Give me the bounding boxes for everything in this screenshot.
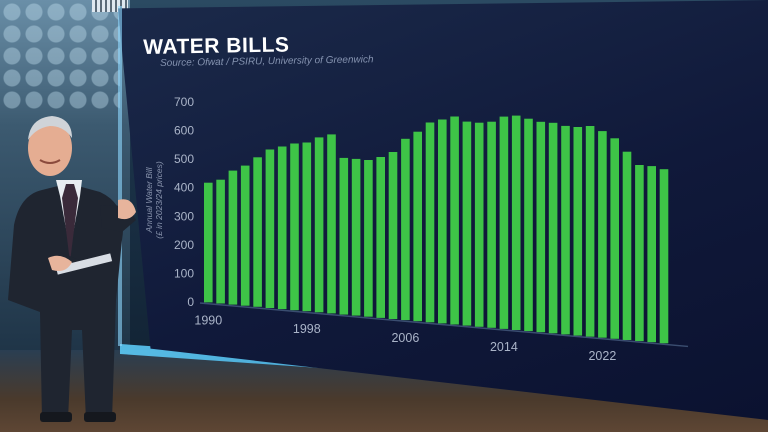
bar-2018 xyxy=(548,122,558,334)
bar-2015 xyxy=(511,115,521,330)
y-tick-300: 300 xyxy=(174,209,194,223)
x-tick-2006: 2006 xyxy=(391,331,419,345)
y-axis-label-line2: (£ in 2023/24 prices) xyxy=(154,161,164,239)
bar-1998 xyxy=(302,142,312,312)
bar-2011 xyxy=(462,121,472,326)
studio-bubble-decor xyxy=(0,0,120,110)
y-tick-200: 200 xyxy=(174,238,194,252)
y-tick-700: 700 xyxy=(174,95,194,109)
y-tick-500: 500 xyxy=(174,152,194,166)
screen-edge-light xyxy=(118,6,122,346)
y-tick-100: 100 xyxy=(174,266,194,280)
bar-2017 xyxy=(536,121,546,333)
x-axis-line xyxy=(199,302,689,348)
bar-2026 xyxy=(647,166,656,343)
bar-1996 xyxy=(277,146,287,310)
bar-1999 xyxy=(314,137,324,313)
bar-2014 xyxy=(499,116,509,329)
bar-1995 xyxy=(265,149,275,308)
bar-2021 xyxy=(585,126,595,337)
bar-2016 xyxy=(524,118,533,332)
x-tick-2022: 2022 xyxy=(588,349,616,363)
bar-2013 xyxy=(487,121,496,328)
bar-2004 xyxy=(376,157,385,318)
x-tick-1990: 1990 xyxy=(194,313,222,327)
bar-2003 xyxy=(364,160,373,317)
y-tick-600: 600 xyxy=(174,124,194,138)
x-tick-2014: 2014 xyxy=(490,340,518,354)
x-tick-1998: 1998 xyxy=(293,322,321,336)
bar-1991 xyxy=(216,179,225,304)
bar-2009 xyxy=(438,119,447,324)
presenter-body xyxy=(8,116,136,422)
bar-1997 xyxy=(290,143,299,311)
bar-2005 xyxy=(388,152,398,319)
bar-2010 xyxy=(450,116,459,325)
bar-1992 xyxy=(228,170,238,305)
bar-2024 xyxy=(622,151,632,340)
bar-2008 xyxy=(425,122,435,323)
y-axis-label-line1: Annual Water Bill xyxy=(144,166,154,233)
bar-2007 xyxy=(413,131,422,322)
bar-2019 xyxy=(561,125,570,335)
y-tick-0: 0 xyxy=(187,295,194,309)
bar-1994 xyxy=(253,157,262,307)
y-axis-label: Annual Water Bill (£ in 2023/24 prices) xyxy=(144,161,164,239)
bar-2000 xyxy=(327,134,336,314)
bar-2025 xyxy=(635,165,644,342)
bar-2002 xyxy=(351,158,361,316)
bar-1993 xyxy=(240,165,250,306)
bar-2022 xyxy=(598,131,607,338)
bar-2006 xyxy=(401,138,410,321)
bar-1990 xyxy=(204,182,213,303)
bar-2027 xyxy=(659,169,669,344)
bar-2012 xyxy=(474,122,484,327)
bar-2023 xyxy=(610,138,619,339)
bar-2001 xyxy=(339,157,349,315)
y-tick-400: 400 xyxy=(174,181,194,195)
bar-2020 xyxy=(573,127,583,336)
